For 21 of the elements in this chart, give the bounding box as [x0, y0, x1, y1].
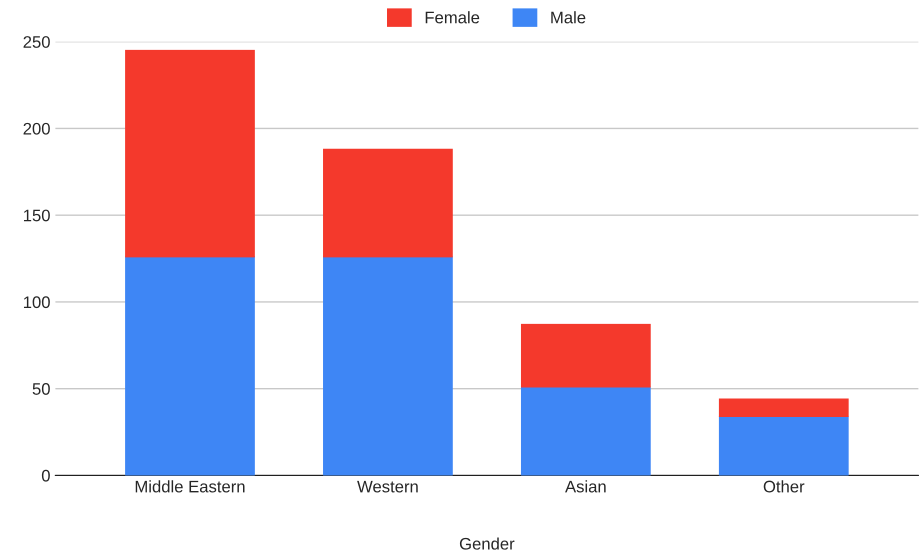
y-tick-label: 0 — [42, 470, 50, 482]
x-tick-label: Asian — [565, 480, 606, 492]
legend-label: Female — [426, 11, 480, 24]
x-tick-label: Middle Eastern — [136, 480, 244, 492]
y-tick-label: 250 — [24, 36, 50, 48]
y-tick-label: 50 — [32, 383, 50, 395]
bar — [125, 256, 255, 476]
bar — [323, 256, 453, 476]
legend-label: Male — [551, 11, 586, 24]
y-tick-label: 200 — [24, 122, 50, 135]
bar — [125, 50, 255, 258]
bar — [323, 148, 453, 258]
y-tick-label: 150 — [24, 210, 50, 222]
x-tick-label: Western — [357, 480, 418, 492]
x-axis-title: Gender — [460, 537, 514, 550]
x-tick-label: Other — [764, 480, 804, 492]
y-tick-label: 100 — [24, 296, 50, 308]
bar — [718, 416, 849, 476]
bar — [520, 386, 651, 476]
bar — [718, 398, 849, 417]
bar — [520, 324, 651, 388]
